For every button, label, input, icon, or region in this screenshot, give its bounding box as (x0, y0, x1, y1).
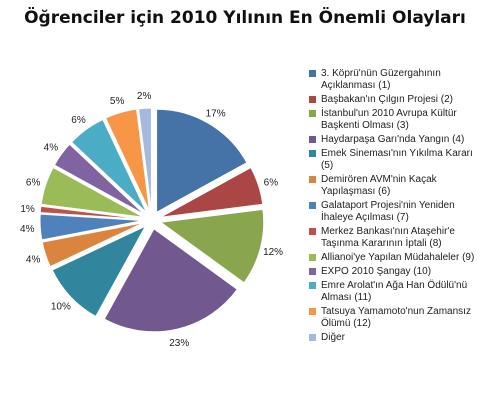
legend-label: 3. Köprü'nün Güzergahının Açıklanması (1… (321, 68, 441, 91)
data-label-13: 2% (137, 91, 152, 102)
legend-item-12: Tatsuya Yamamoto'nun Zamansız Ölümü (12) (309, 306, 485, 330)
legend-item-9: Allianoi'ye Yapılan Müdahaleler (9) (309, 252, 485, 264)
legend-label: Demirören AVM'nin Kaçak Yapılaşması (6) (321, 174, 437, 197)
legend: 3. Köprü'nün Güzergahının Açıklanması (1… (309, 68, 485, 346)
data-label-12: 5% (110, 96, 125, 107)
legend-swatch (309, 334, 316, 341)
pie-slice-1 (156, 108, 248, 214)
legend-item-8: Merkez Bankası'nın Ataşehir'e Taşınma Ka… (309, 226, 485, 250)
data-label-7: 4% (20, 224, 35, 235)
legend-item-1: 3. Köprü'nün Güzergahının Açıklanması (1… (309, 68, 485, 92)
pie-slice-13 (137, 107, 152, 212)
legend-item-13: Diğer (309, 332, 485, 344)
pie-slice-6 (41, 222, 144, 268)
data-label-1: 17% (206, 108, 226, 119)
pie-slice-9 (40, 166, 144, 218)
legend-item-6: Demirören AVM'nin Kaçak Yapılaşması (6) (309, 174, 485, 198)
pie-slice-8 (39, 205, 144, 220)
legend-item-3: İstanbul'un 2010 Avrupa Kültür Başkenti … (309, 108, 485, 132)
legend-swatch (309, 96, 316, 103)
data-label-10: 4% (44, 143, 59, 154)
legend-swatch (309, 150, 316, 157)
data-label-3: 12% (263, 247, 283, 258)
data-label-5: 10% (51, 302, 71, 313)
pie-slice-3 (159, 208, 265, 284)
legend-swatch (309, 110, 316, 117)
pie-slice-11 (70, 118, 148, 214)
legend-label: Emek Sineması'nın Yıkılma Kararı (5) (321, 148, 473, 171)
data-label-11: 6% (71, 115, 86, 126)
pie-slice-12 (104, 108, 150, 212)
legend-item-11: Emre Arolat'ın Ağa Han Ödülü'nü Alması (… (309, 280, 485, 304)
legend-swatch (309, 282, 316, 289)
data-label-2: 6% (264, 177, 279, 188)
legend-item-5: Emek Sineması'nın Yıkılma Kararı (5) (309, 148, 485, 172)
pie-chart: 17% 6% 12% 23% 10% 4% 4% 1% 6% 4% 6% 5% 2% (20, 91, 283, 349)
legend-label: Emre Arolat'ın Ağa Han Ödülü'nü Alması (… (321, 280, 468, 303)
legend-label: Galataport Projesi'nin Yeniden İhaleye A… (321, 200, 455, 223)
legend-swatch (309, 70, 316, 77)
data-label-8: 1% (20, 204, 35, 215)
legend-label: Merkez Bankası'nın Ataşehir'e Taşınma Ka… (321, 226, 455, 249)
data-label-4: 23% (169, 338, 189, 349)
legend-label: Başbakan'ın Çılgın Projesi (2) (321, 94, 453, 105)
legend-swatch (309, 268, 316, 275)
chart-title: Öğrenciler için 2010 Yılının En Önemli O… (24, 8, 466, 28)
data-label-6: 4% (26, 255, 41, 266)
legend-label: Tatsuya Yamamoto'nun Zamansız Ölümü (12) (321, 306, 471, 329)
legend-item-7: Galataport Projesi'nin Yeniden İhaleye A… (309, 200, 485, 224)
pie-slice-10 (53, 143, 146, 216)
legend-item-4: Haydarpaşa Garı'nda Yangın (4) (309, 134, 485, 146)
pie-slice-5 (51, 225, 147, 318)
pie-slice-2 (160, 166, 264, 218)
legend-swatch (309, 176, 316, 183)
legend-label: Haydarpaşa Garı'nda Yangın (4) (321, 134, 465, 145)
legend-swatch (309, 202, 316, 209)
legend-swatch (309, 228, 316, 235)
legend-label: Allianoi'ye Yapılan Müdahaleler (9) (321, 252, 475, 263)
legend-swatch (309, 136, 316, 143)
legend-swatch (309, 308, 316, 315)
legend-label: Diğer (321, 332, 345, 343)
legend-swatch (309, 254, 316, 261)
legend-label: EXPO 2010 Şangay (10) (321, 266, 432, 277)
data-label-9: 6% (26, 177, 41, 188)
pie-slice-4 (103, 228, 238, 333)
legend-label: İstanbul'un 2010 Avrupa Kültür Başkenti … (321, 108, 457, 131)
legend-item-2: Başbakan'ın Çılgın Projesi (2) (309, 94, 485, 106)
pie-slice-7 (39, 213, 144, 241)
legend-item-10: EXPO 2010 Şangay (10) (309, 266, 485, 278)
